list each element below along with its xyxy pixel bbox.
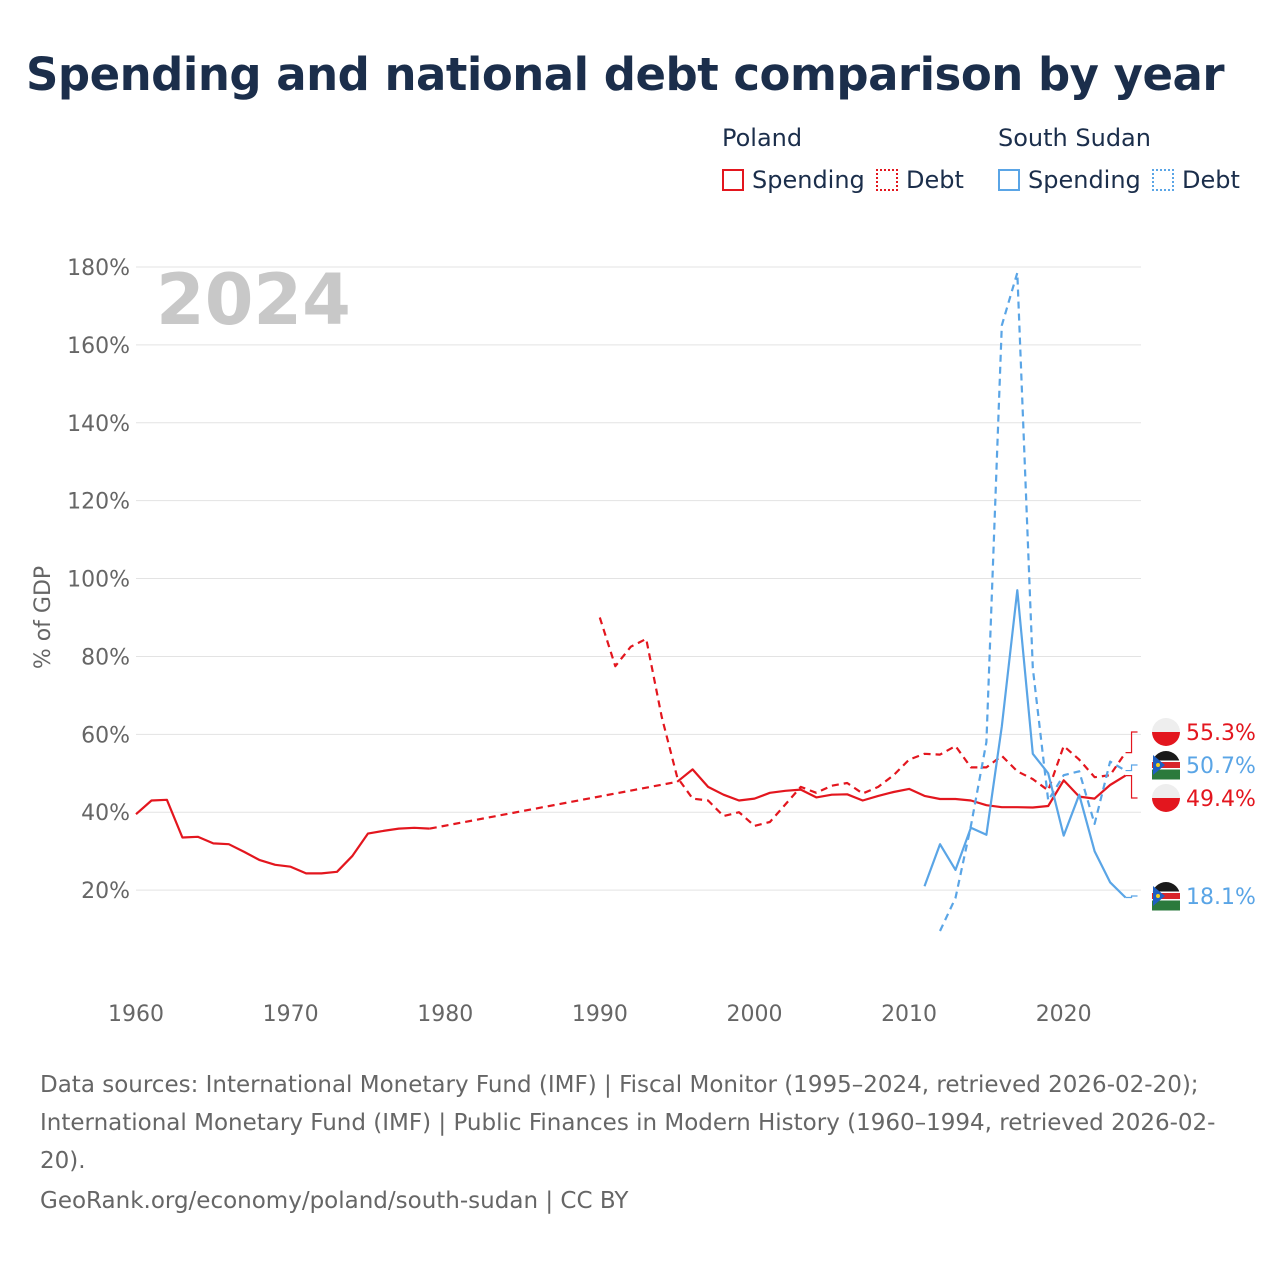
south-sudan-flag-star [1156,894,1160,898]
legend-swatch-poland-spending [722,169,744,191]
y-tick-label: 80% [81,645,130,670]
poland-spending-line [135,798,430,875]
legend-swatch-poland-debt [876,169,898,191]
south-sudan-flag-white-band [1152,760,1180,762]
end-label-poland-0: 55.3% [1125,718,1256,754]
legend-swatch-south-sudan-spending [998,169,1020,191]
legend-label-south-sudan-debt: Debt [1182,166,1240,194]
south-sudan-spending-line [923,589,1127,899]
end-label-value: 49.4% [1186,787,1256,812]
poland-debt-line [429,780,678,830]
credit-link[interactable]: GeoRank.org/economy/poland/south-sudan |… [40,1188,629,1214]
legend-south-sudan-spending[interactable]: Spending [998,166,1141,194]
south-sudan-flag-red-band [1152,762,1180,768]
south-sudan-flag-white-band [1152,768,1180,770]
end-label-connector [1125,775,1138,799]
y-tick-label: 120% [67,490,130,515]
poland-flag-red-half [1152,798,1180,812]
y-tick-label: 60% [81,723,130,748]
south-sudan-flag-green-band [1152,769,1180,780]
legend-group-poland: Poland [722,124,803,152]
y-axis-label: % of GDP [31,566,56,669]
end-label-poland-2: 49.4% [1125,775,1256,812]
data-sources: Data sources: International Monetary Fun… [40,1072,1216,1174]
end-label-value: 50.7% [1186,754,1256,779]
poland-spending-line [676,768,1127,809]
legend-poland-spending[interactable]: Spending [722,166,865,194]
south-sudan-flag-green-band [1152,900,1180,911]
legend-poland-debt[interactable]: Debt [876,166,964,194]
x-tick-label: 2000 [726,1002,782,1027]
poland-debt-line [598,617,1127,827]
end-label-connector [1125,895,1138,899]
y-tick-label: 100% [67,568,130,593]
y-tick-label: 160% [67,334,130,359]
y-tick-label: 20% [81,879,130,904]
chart-title: Spending and national debt comparison by… [26,48,1225,101]
legend-label-poland-debt: Debt [906,166,964,194]
y-tick-label: 140% [67,412,130,437]
end-label-south_sudan-1: 50.7% [1125,751,1256,780]
south-sudan-flag-white-band [1152,891,1180,893]
legend-swatch-south-sudan-debt [1152,169,1174,191]
year-watermark: 2024 [156,259,351,341]
x-tick-label: 1990 [572,1002,628,1027]
south-sudan-flag-star [1156,763,1160,767]
end-label-value: 55.3% [1186,721,1256,746]
x-tick-label: 2020 [1036,1002,1092,1027]
legend-label-poland-spending: Spending [752,166,865,194]
south-sudan-flag-white-band [1152,899,1180,901]
x-tick-label: 1980 [417,1002,473,1027]
legend-group-south-sudan: South Sudan [998,124,1151,152]
x-tick-label: 2010 [881,1002,937,1027]
poland-flag-red-half [1152,732,1180,746]
end-label-connector [1125,731,1138,754]
south-sudan-flag-red-band [1152,893,1180,899]
end-label-value: 18.1% [1186,885,1256,910]
y-tick-label: 180% [67,256,130,281]
x-tick-label: 1960 [108,1002,164,1027]
end-label-south_sudan-3: 18.1% [1125,882,1256,911]
line-chart: 20% 40% 60% 80% 100% 120% 140% 160% 180% 1960 1970… [31,256,1256,1027]
south-sudan-debt-line [939,271,1127,932]
end-label-connector [1125,764,1138,772]
legend-label-south-sudan-spending: Spending [1028,166,1141,194]
legend-south-sudan-debt[interactable]: Debt [1152,166,1240,194]
y-tick-label: 40% [81,801,130,826]
x-tick-label: 1970 [263,1002,319,1027]
